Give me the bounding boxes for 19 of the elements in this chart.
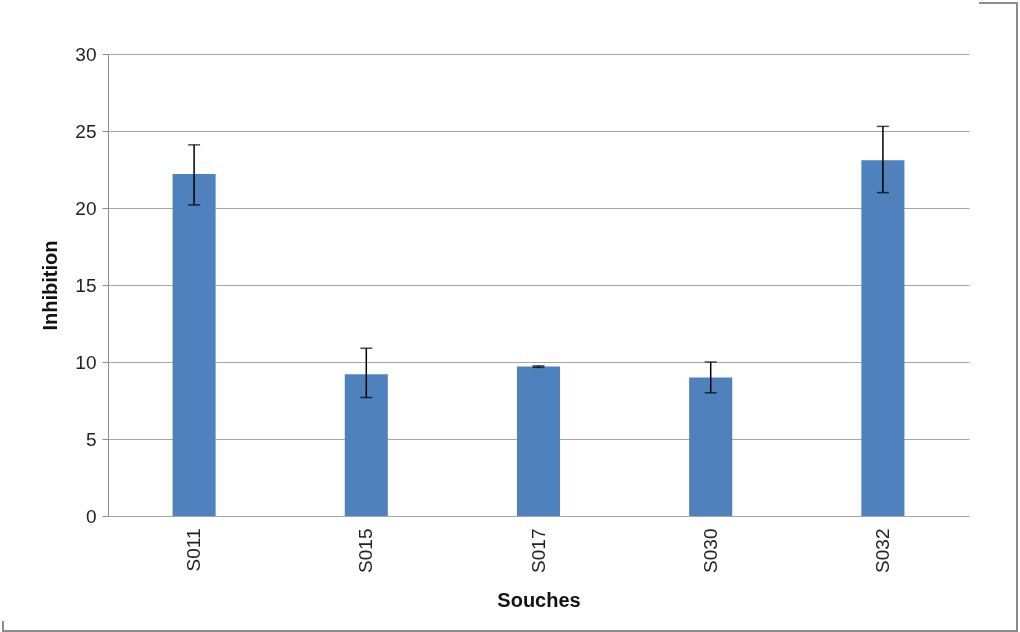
y-tick-label: 5: [85, 428, 97, 450]
y-axis-title: Inhibition: [39, 240, 62, 331]
x-tick-label: S017: [527, 528, 549, 573]
y-tick-label: 25: [75, 120, 97, 142]
y-tick-label: 30: [75, 43, 97, 65]
x-tick-label: S032: [871, 528, 893, 573]
x-tick-label: S011: [183, 528, 205, 572]
y-tick-label: 20: [75, 197, 97, 219]
y-tick-label: 10: [75, 351, 97, 373]
x-axis-title: Souches: [497, 588, 581, 611]
bar: [689, 377, 733, 516]
y-tick-label: 0: [85, 505, 97, 527]
bar: [516, 366, 561, 516]
x-tick-label: S030: [699, 528, 721, 573]
bar: [344, 374, 388, 516]
bar: [172, 174, 216, 516]
bar: [861, 160, 905, 516]
x-tick-label: S015: [355, 528, 377, 573]
y-tick-label: 15: [75, 274, 97, 296]
